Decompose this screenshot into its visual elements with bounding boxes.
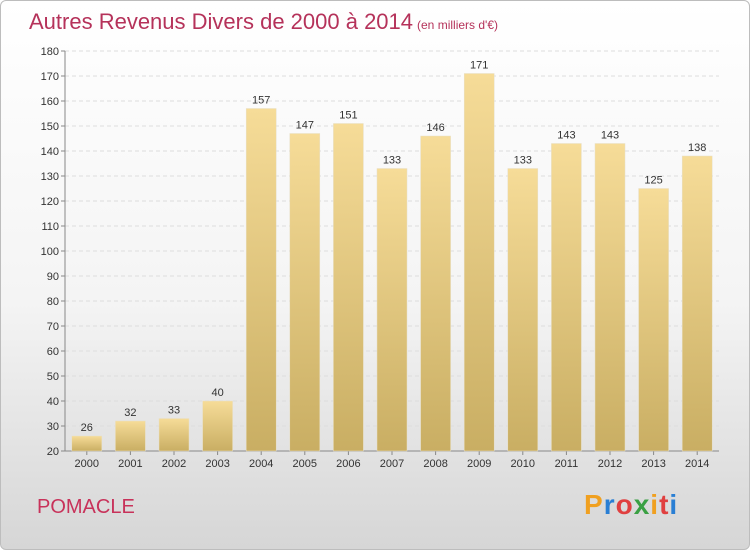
chart-title: Autres Revenus Divers de 2000 à 2014 (en … [29,9,498,35]
x-tick-label: 2004 [249,458,273,470]
x-tick-label: 2010 [511,458,535,470]
y-tick-label: 40 [47,396,59,408]
x-tick-label: 2014 [685,458,709,470]
bar-2004 [245,108,277,452]
data-label: 146 [426,122,444,134]
logo-letter: o [615,489,634,520]
labels: 20 30 40 50 60 70 80 90 100 110 120 130 140 150 160 170… [41,46,710,470]
bar-2009 [463,73,495,452]
y-tick-label: 120 [41,196,59,208]
x-tick-label: 2008 [423,458,447,470]
logo-letter: t [659,489,670,520]
logo-letter: x [633,489,651,520]
data-label: 133 [383,155,401,167]
x-tick-label: 2011 [555,458,579,470]
proxiti-logo: Proxiti [584,489,678,521]
data-label: 171 [470,60,488,72]
bar-2001 [115,420,146,452]
data-label: 40 [211,387,223,399]
x-tick-label: 2003 [205,458,229,470]
bar-2011 [551,143,582,452]
logo-letter: P [584,489,604,520]
data-label: 143 [601,130,619,142]
bar-2008 [420,135,451,452]
y-tick-label: 160 [41,96,59,108]
bar-2005 [289,133,321,452]
x-tick-label: 2002 [162,458,186,470]
y-tick-label: 70 [47,321,59,333]
data-label: 133 [514,155,532,167]
y-tick-label: 90 [47,271,59,283]
bar-2000 [71,435,103,452]
y-tick-label: 20 [47,446,59,458]
y-tick-label: 170 [41,71,59,83]
y-tick-label: 140 [41,146,59,158]
data-label: 26 [81,422,93,434]
bar-2007 [376,168,408,452]
data-label: 32 [124,407,136,419]
bars [71,73,713,452]
bar-2006 [333,123,364,452]
data-label: 157 [252,95,270,107]
y-tick-label: 100 [41,246,59,258]
chart-subtitle: (en milliers d'€) [417,18,498,32]
chart-title-text: Autres Revenus Divers de 2000 à 2014 [29,9,414,34]
data-label: 125 [644,175,662,187]
x-tick-label: 2000 [75,458,99,470]
logo-letter: i [650,489,660,520]
y-tick-label: 130 [41,171,59,183]
x-tick-label: 2009 [467,458,491,470]
bar-2010 [507,168,539,452]
logo-letter: i [669,489,679,520]
y-tick-label: 110 [41,221,59,233]
y-tick-label: 50 [47,371,59,383]
y-tick-label: 150 [41,121,59,133]
x-tick-label: 2012 [598,458,622,470]
bar-2012 [594,143,626,452]
bar-2014 [681,155,713,452]
data-label: 143 [557,130,575,142]
y-tick-label: 30 [47,421,59,433]
place-name: POMACLE [37,496,135,518]
logo-letter: r [603,489,616,520]
x-tick-label: 2006 [336,458,360,470]
data-label: 33 [168,405,180,417]
y-tick-label: 60 [47,346,59,358]
bar-2003 [202,400,233,452]
data-label: 151 [339,110,357,122]
x-tick-label: 2013 [641,458,665,470]
y-tick-label: 180 [41,46,59,58]
bar-2013 [638,188,669,452]
data-label: 138 [688,142,706,154]
y-tick-label: 80 [47,296,59,308]
bar-2002 [158,418,190,452]
x-tick-label: 2007 [380,458,404,470]
data-label: 147 [296,120,314,132]
x-tick-label: 2001 [118,458,142,470]
x-tick-label: 2005 [293,458,317,470]
